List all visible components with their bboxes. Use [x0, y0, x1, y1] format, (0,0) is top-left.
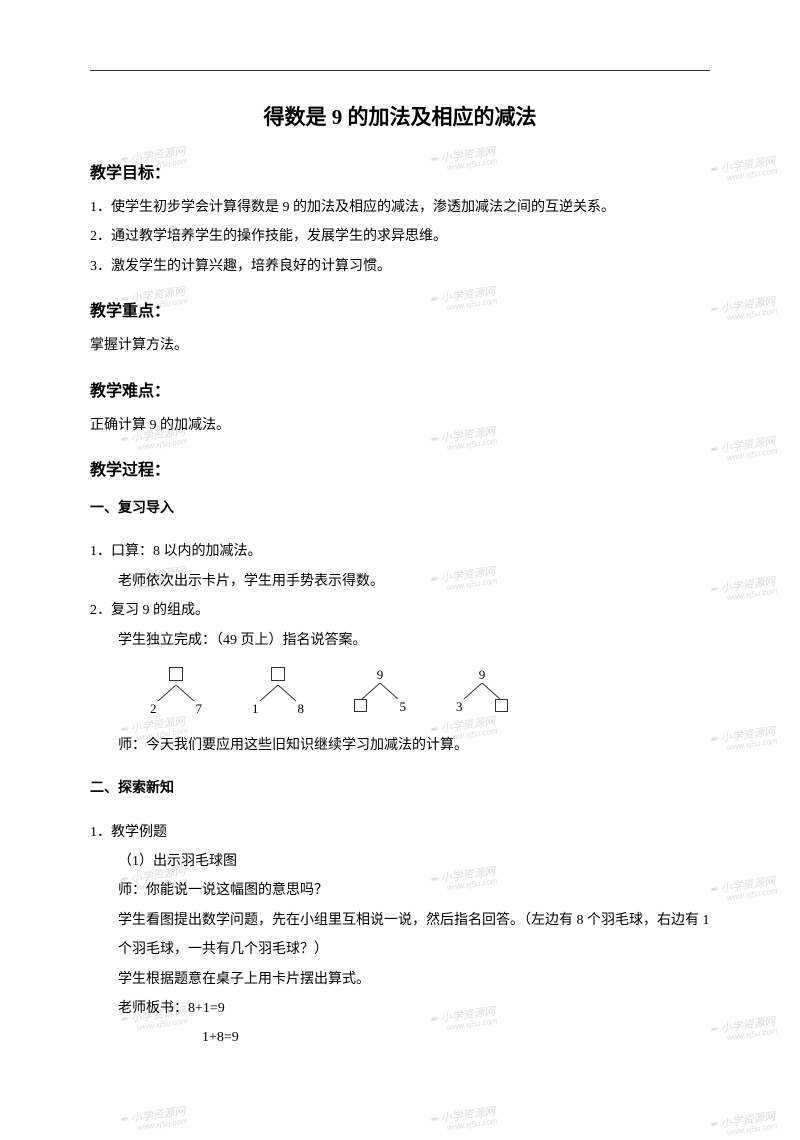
tree-bottom: 18 — [252, 701, 304, 717]
part1-p2: 2．复习 9 的组成。 — [90, 596, 710, 625]
document-page: 得数是 9 的加法及相应的减法 教学目标： 1．使学生初步学会计算得数是 9 的… — [0, 0, 800, 1093]
difficulty-header: 教学难点： — [90, 377, 710, 401]
tree-branches — [153, 685, 199, 701]
tree-branches — [255, 685, 301, 701]
part1-p3: 师：今天我们要应用这些旧知识继续学习加减法的计算。 — [90, 731, 710, 760]
part1-p1: 1．口算：8 以内的加减法。 — [90, 537, 710, 566]
tree-top — [271, 667, 285, 685]
tree-bottom: 5 — [354, 699, 406, 716]
process-header: 教学过程： — [90, 456, 710, 480]
tree-branches — [459, 683, 505, 699]
tree-top: 9 — [479, 667, 486, 683]
part2-p1c: 学生看图提出数学问题，先在小组里互相说一说，然后指名回答。（左边有 8 个羽毛球… — [90, 906, 710, 965]
difficulty-text: 正确计算 9 的加减法。 — [90, 411, 710, 440]
focus-header: 教学重点： — [90, 297, 710, 321]
goal-item-1: 1．使学生初步学会计算得数是 9 的加法及相应的减法，渗透加减法之间的互逆关系。 — [90, 193, 710, 222]
number-tree: 27 — [150, 667, 202, 717]
tree-branches — [357, 683, 403, 699]
top-rule — [90, 70, 710, 71]
goals-header: 教学目标： — [90, 159, 710, 183]
tree-leaf: 7 — [196, 701, 203, 717]
part2-p1e: 老师板书：8+1=9 — [90, 994, 710, 1023]
part2-p1f: 1+8=9 — [90, 1023, 710, 1052]
tree-top: 9 — [377, 667, 384, 683]
goal-item-2: 2．通过教学培养学生的操作技能，发展学生的求异思维。 — [90, 222, 710, 251]
tree-leaf: 3 — [456, 699, 463, 716]
tree-leaf — [495, 699, 508, 716]
part1-title: 一、复习导入 — [90, 494, 710, 523]
part2-p1b: 师：你能说一说这幅图的意思吗？ — [90, 876, 710, 905]
part2-p1d: 学生根据题意在桌子上用卡片摆出算式。 — [90, 965, 710, 994]
number-tree: 18 — [252, 667, 304, 717]
tree-top — [169, 667, 183, 685]
tree-leaf: 1 — [252, 701, 259, 717]
part1-p2a: 学生独立完成：（49 页上）指名说答案。 — [90, 626, 710, 655]
focus-text: 掌握计算方法。 — [90, 331, 710, 360]
number-trees: 27189593 — [90, 667, 710, 717]
part1-p1a: 老师依次出示卡片，学生用手势表示得数。 — [90, 567, 710, 596]
document-title: 得数是 9 的加法及相应的减法 — [90, 101, 710, 131]
tree-leaf — [354, 699, 367, 716]
watermark: ✒小学资源网www.xj5u.com — [429, 1105, 498, 1135]
number-tree: 93 — [456, 667, 508, 717]
tree-leaf: 8 — [298, 701, 305, 717]
tree-bottom: 27 — [150, 701, 202, 717]
part2-p1a: （1）出示羽毛球图 — [90, 847, 710, 876]
watermark: ✒小学资源网www.xj5u.com — [119, 1105, 188, 1135]
part2-title: 二、探索新知 — [90, 774, 710, 803]
part2-p1: 1．教学例题 — [90, 818, 710, 847]
watermark: ✒小学资源网www.xj5u.com — [709, 1110, 778, 1140]
number-tree: 95 — [354, 667, 406, 717]
tree-leaf: 2 — [150, 701, 157, 717]
tree-leaf: 5 — [400, 699, 407, 716]
goal-item-3: 3．激发学生的计算兴趣，培养良好的计算习惯。 — [90, 252, 710, 281]
tree-bottom: 3 — [456, 699, 508, 716]
